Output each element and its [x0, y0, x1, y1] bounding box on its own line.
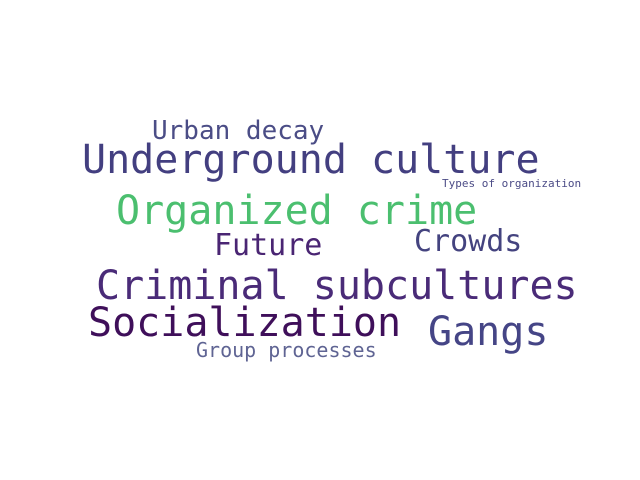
word-future: Future	[214, 228, 323, 263]
word-criminal-subcultures: Criminal subcultures	[96, 263, 578, 309]
word-organized-crime: Organized crime	[116, 188, 478, 234]
word-urban-decay: Urban decay	[152, 116, 325, 146]
word-socialization: Socialization	[88, 300, 402, 346]
word-gangs: Gangs	[428, 309, 549, 355]
word-group-processes: Group processes	[196, 338, 377, 362]
word-underground-culture: Underground culture	[82, 137, 540, 183]
word-crowds: Crowds	[414, 224, 523, 259]
word-types-of-organization: Types of organization	[442, 177, 582, 190]
